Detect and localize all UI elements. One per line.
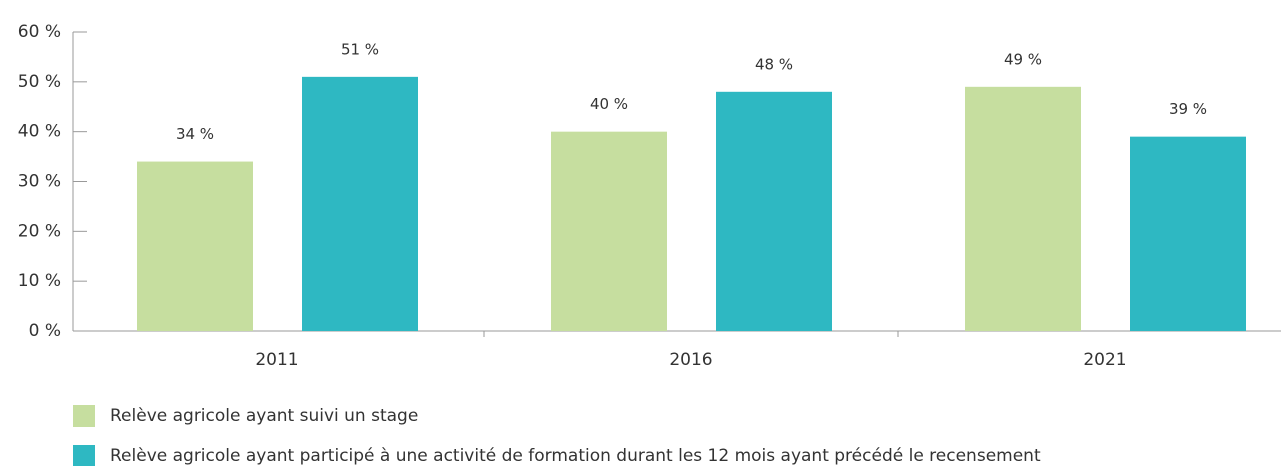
data-label: 49 %	[1004, 50, 1042, 68]
y-tick-label: 0 %	[29, 321, 61, 341]
legend-swatch	[73, 445, 95, 466]
data-label: 34 %	[176, 125, 214, 143]
x-tick-label: 2016	[669, 350, 712, 370]
y-tick-label: 30 %	[18, 172, 61, 192]
data-label: 48 %	[755, 55, 793, 73]
legend-label: Relève agricole ayant participé à une ac…	[110, 446, 1041, 466]
y-tick-label: 10 %	[18, 271, 61, 291]
bar	[716, 91, 832, 331]
y-tick-label: 60 %	[18, 22, 61, 42]
legend-swatch	[73, 405, 95, 427]
x-tick-label: 2021	[1083, 350, 1126, 370]
legend-label: Relève agricole ayant suivi un stage	[110, 406, 418, 426]
y-tick-label: 40 %	[18, 122, 61, 142]
y-tick-label: 20 %	[18, 221, 61, 241]
bar	[1130, 136, 1246, 331]
bar	[965, 86, 1081, 331]
y-tick-label: 50 %	[18, 72, 61, 92]
x-tick-label: 2011	[255, 350, 298, 370]
bar	[551, 131, 667, 331]
bar	[137, 161, 253, 331]
data-label: 40 %	[590, 95, 628, 113]
data-label: 39 %	[1169, 100, 1207, 118]
bar	[302, 76, 418, 331]
data-label: 51 %	[341, 40, 379, 58]
